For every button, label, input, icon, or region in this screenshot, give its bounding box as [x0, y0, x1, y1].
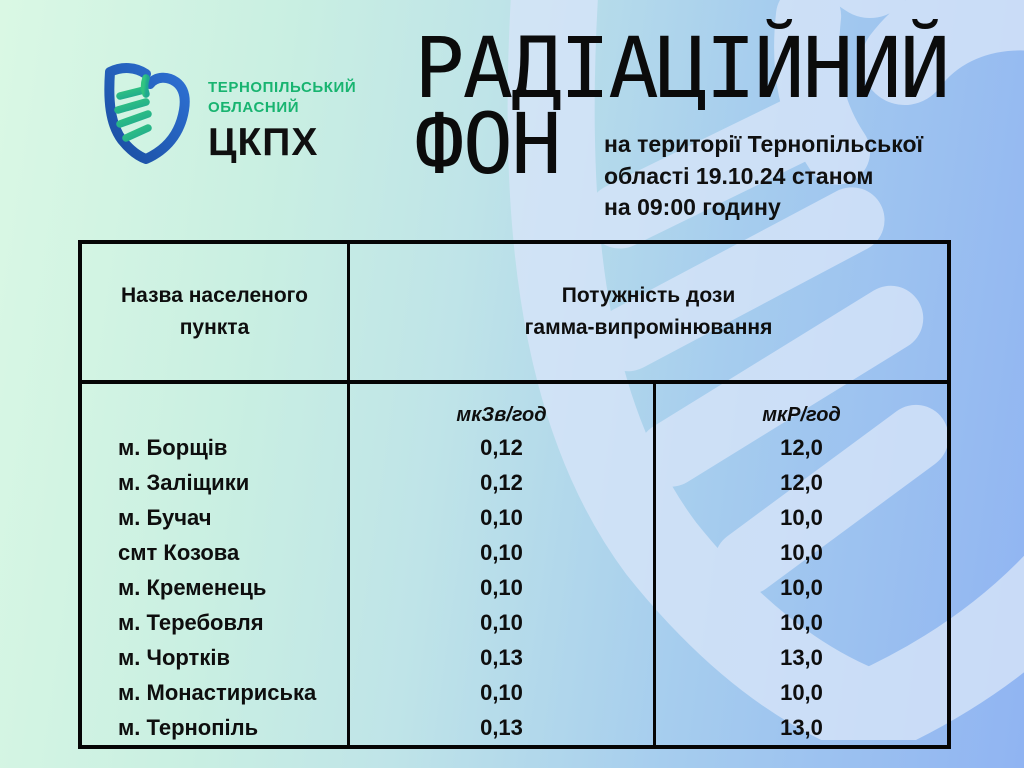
unit-usv-label: мкЗв/год	[350, 384, 656, 430]
org-name: ТЕРНОПІЛЬСЬКИЙ ОБЛАСНИЙ ЦКПХ	[208, 78, 356, 164]
page-subtitle-line2: області 19.10.24 станом	[604, 162, 874, 189]
dose-ur-value: 10,0	[780, 505, 823, 530]
header-settlement-line2: пункта	[179, 316, 250, 339]
dose-usv-value: 0,12	[350, 465, 656, 500]
dose-usv-value: 0,10	[350, 535, 656, 570]
header-dose-line1: Потужність дози	[561, 284, 736, 307]
dose-usv-value: 0,10	[350, 570, 656, 605]
dose-ur-value: 10,0	[780, 540, 823, 565]
dose-usv-value: 0,13	[350, 710, 656, 745]
dose-ur-value: 12,0	[780, 470, 823, 495]
dose-usv-value: 0,10	[350, 500, 656, 535]
dose-usv-value: 0,10	[350, 675, 656, 710]
page-subtitle: на території Тернопільської області 19.1…	[604, 129, 923, 224]
dose-ur-value: 10,0	[780, 680, 823, 705]
settlement-name: м. Бучач	[82, 500, 350, 535]
page-subtitle-line1: на території Тернопільської	[604, 131, 924, 157]
settlement-name: м. Борщів	[82, 430, 350, 465]
dose-ur-value: 13,0	[780, 715, 823, 740]
org-logo: ТЕРНОПІЛЬСЬКИЙ ОБЛАСНИЙ ЦКПХ	[100, 60, 356, 164]
settlement-name: м. Теребовля	[82, 605, 350, 640]
org-logo-icon	[104, 63, 190, 164]
table-body: мкЗв/год мкР/год м. Борщів 0,12 12,0 м. …	[82, 384, 947, 745]
page-title-line1: РАДІАЦІЙНИЙ	[414, 19, 950, 117]
settlement-name: смт Козова	[82, 535, 350, 570]
page-title: РАДІАЦІЙНИЙ ФОН	[414, 19, 950, 193]
header-dose: Потужність дози гамма-випромінювання	[350, 244, 947, 380]
units-empty-cell	[82, 384, 350, 430]
org-abbr: ЦКПХ	[208, 121, 319, 164]
settlement-name: м. Заліщики	[82, 465, 350, 500]
dose-ur-value: 12,0	[780, 435, 823, 460]
settlement-name: м. Монастириська	[82, 675, 350, 710]
dose-ur-value: 13,0	[780, 645, 823, 670]
header-settlement-line1: Назва населеного	[121, 284, 308, 307]
header-dose-line2: гамма-випромінювання	[524, 316, 773, 339]
page-title-line2: ФОН	[414, 95, 562, 193]
dose-usv-value: 0,13	[350, 640, 656, 675]
settlement-name: м. Чортків	[82, 640, 350, 675]
settlement-name: м. Кременець	[82, 570, 350, 605]
page-subtitle-line3: на 09:00 годину	[604, 194, 781, 220]
org-name-line2: ОБЛАСНИЙ	[208, 99, 300, 116]
table-header-row: Назва населеного пункта Потужність дози …	[82, 244, 947, 384]
settlement-name: м. Тернопіль	[82, 710, 350, 745]
org-name-line1: ТЕРНОПІЛЬСЬКИЙ	[208, 79, 357, 96]
dose-ur-value: 10,0	[780, 575, 823, 600]
dose-usv-value: 0,10	[350, 605, 656, 640]
dose-ur-value: 10,0	[780, 610, 823, 635]
dose-usv-value: 0,12	[350, 430, 656, 465]
radiation-table: Назва населеного пункта Потужність дози …	[78, 240, 951, 749]
header-settlement: Назва населеного пункта	[82, 244, 350, 380]
unit-ur-label: мкР/год	[762, 404, 841, 426]
